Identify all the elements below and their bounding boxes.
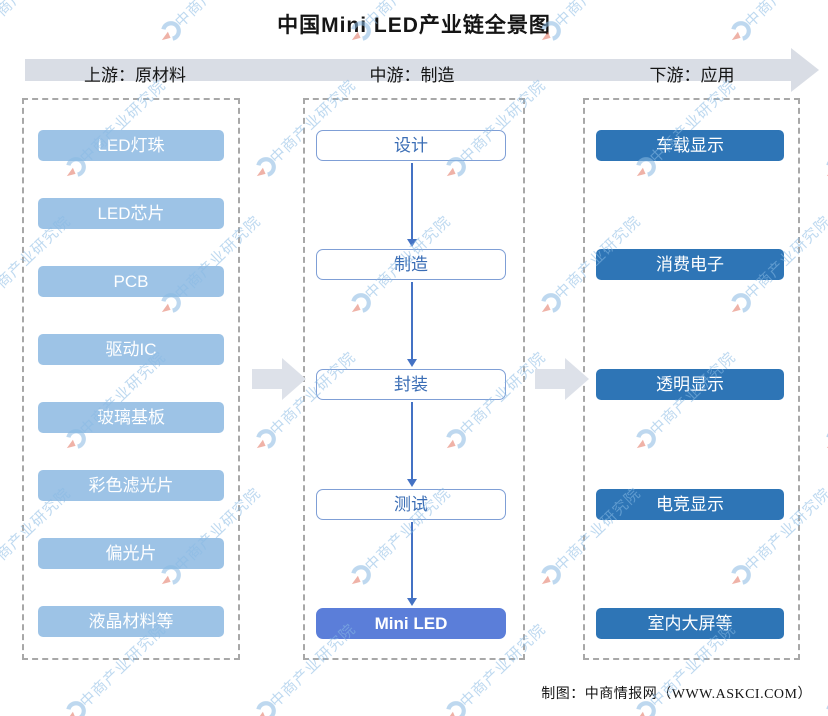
stage-band xyxy=(25,59,791,81)
flow-arrow-icon xyxy=(407,522,417,606)
brand-logo-icon xyxy=(256,701,276,716)
flow-arrow-icon xyxy=(407,402,417,487)
downstream-column: 车载显示消费电子透明显示电竞显示室内大屏等 xyxy=(583,98,800,660)
upstream-item: 玻璃基板 xyxy=(38,402,224,433)
midstream-stage: Mini LED xyxy=(316,608,506,639)
brand-logo-icon xyxy=(446,701,466,716)
upstream-frame xyxy=(22,98,240,660)
midstream-stage: 测试 xyxy=(316,489,506,520)
upstream-to-midstream-arrow-icon xyxy=(252,358,306,400)
downstream-item: 车载显示 xyxy=(596,130,784,161)
upstream-item: LED灯珠 xyxy=(38,130,224,161)
midstream-column: 设计制造封装测试 Mini LED xyxy=(303,98,525,660)
upstream-item: 彩色滤光片 xyxy=(38,470,224,501)
downstream-item: 电竞显示 xyxy=(596,489,784,520)
upstream-item: PCB xyxy=(38,266,224,297)
midstream-stage: 设计 xyxy=(316,130,506,161)
source-credit: 制图：中商情报网（WWW.ASKCI.COM） xyxy=(541,687,812,702)
brand-logo-icon xyxy=(541,565,561,585)
midstream-stage: 封装 xyxy=(316,369,506,400)
brand-logo-icon xyxy=(256,429,276,449)
flow-arrow-icon xyxy=(407,163,417,247)
upstream-item: 液晶材料等 xyxy=(38,606,224,637)
midstream-stage: 制造 xyxy=(316,249,506,280)
upstream-item: LED芯片 xyxy=(38,198,224,229)
upstream-item: 驱动IC xyxy=(38,334,224,365)
stage-label-midstream: 中游：制造 xyxy=(369,66,455,85)
flow-arrow-icon xyxy=(407,282,417,367)
page-title: 中国Mini LED产业链全景图 xyxy=(277,14,551,37)
midstream-to-downstream-arrow-icon xyxy=(535,358,589,400)
brand-logo-icon xyxy=(541,293,561,313)
brand-logo-icon xyxy=(66,701,86,716)
stage-label-downstream: 下游：应用 xyxy=(649,66,735,85)
brand-logo-icon xyxy=(256,157,276,177)
upstream-item: 偏光片 xyxy=(38,538,224,569)
stage-band-arrowhead-icon xyxy=(791,48,819,92)
downstream-item: 室内大屏等 xyxy=(596,608,784,639)
upstream-column: LED灯珠 LED芯片 PCB 驱动IC 玻璃基板彩色滤光片偏光片液晶材料等 xyxy=(22,98,240,660)
downstream-item: 消费电子 xyxy=(596,249,784,280)
downstream-item: 透明显示 xyxy=(596,369,784,400)
stage-label-upstream: 上游：原材料 xyxy=(84,66,186,85)
